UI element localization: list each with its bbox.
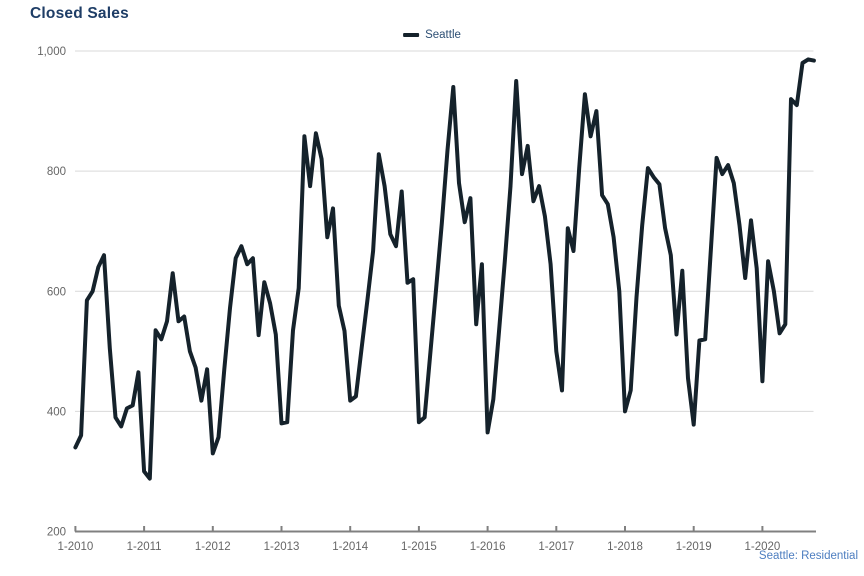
page-title: Closed Sales <box>30 5 129 22</box>
x-axis-label: 1-2020 <box>744 541 780 553</box>
x-axis-label: 1-2014 <box>332 541 368 553</box>
x-axis-label: 1-2017 <box>538 541 574 553</box>
x-axis-label: 1-2012 <box>195 541 231 553</box>
seattle-series-swatch-icon <box>403 33 420 37</box>
y-axis-label: 1,000 <box>37 46 66 58</box>
x-axis-label: 1-2011 <box>127 541 162 553</box>
source-note: Seattle: Residential <box>758 550 858 562</box>
y-axis-label: 400 <box>47 406 66 418</box>
x-axis-label: 1-2010 <box>57 541 93 553</box>
y-axis-label: 200 <box>47 527 66 539</box>
seattle-series-line[interactable] <box>73 57 816 481</box>
x-axis-label: 1-2019 <box>676 541 712 553</box>
legend-item-seattle[interactable]: Seattle <box>425 29 461 41</box>
x-axis-label: 1-2016 <box>470 541 506 553</box>
y-axis-label: 800 <box>47 166 66 178</box>
y-axis-label: 600 <box>47 286 66 298</box>
x-axis-label: 1-2015 <box>401 541 437 553</box>
legend: Seattle <box>403 29 461 41</box>
x-axis-label: 1-2018 <box>607 541 643 553</box>
x-axis-label: 1-2013 <box>264 541 300 553</box>
